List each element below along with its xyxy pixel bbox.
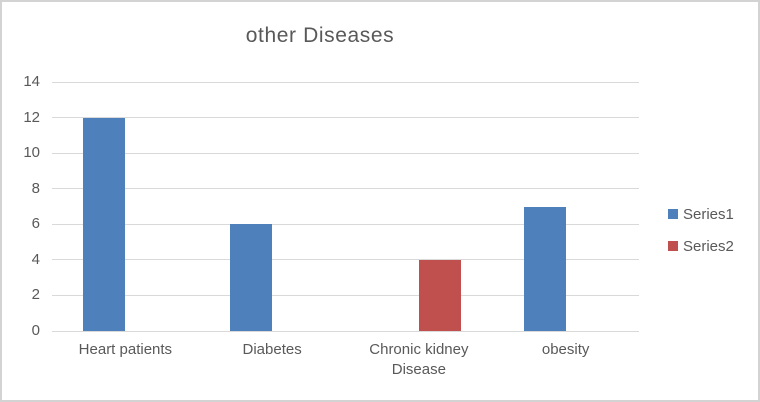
bar-series1-obesity xyxy=(523,206,566,331)
legend-swatch-series2 xyxy=(668,241,678,251)
y-axis-tick-label: 14 xyxy=(23,73,40,90)
y-axis-tick-label: 12 xyxy=(23,108,40,126)
bar-series2-chronic-kidney-disease xyxy=(418,259,461,331)
x-axis-category-label: Diabetes xyxy=(242,341,302,358)
legend-label: Series1 xyxy=(683,205,734,223)
y-axis-tick-label: 6 xyxy=(31,215,40,233)
gridline xyxy=(52,152,639,154)
gridline xyxy=(52,188,639,190)
x-axis-category-label: obesity xyxy=(541,341,590,358)
bar-series1-heart-patients xyxy=(83,117,126,331)
gridline xyxy=(52,117,639,119)
legend-label: Series2 xyxy=(683,237,734,255)
y-axis-tick-label: 0 xyxy=(31,322,40,339)
y-axis-tick-label: 10 xyxy=(23,144,40,162)
gridline xyxy=(52,259,639,261)
y-axis-tick-label: 2 xyxy=(31,286,40,304)
y-axis-tick-label: 8 xyxy=(31,179,40,197)
x-axis-category-label: Heart patients xyxy=(78,341,173,358)
bar-series1-diabetes xyxy=(230,224,273,331)
y-axis-tick-label: 4 xyxy=(31,250,40,268)
legend-item-series1: Series1 xyxy=(668,204,734,224)
legend-swatch-series1 xyxy=(668,209,678,219)
x-axis-category-label: Chronic kidney Disease xyxy=(369,341,469,378)
gridline xyxy=(52,223,639,225)
gridline xyxy=(52,81,639,83)
legend-item-series2: Series2 xyxy=(668,236,734,256)
gridline xyxy=(52,330,639,332)
chart-title: other Diseases xyxy=(245,24,395,47)
gridline xyxy=(52,294,639,296)
